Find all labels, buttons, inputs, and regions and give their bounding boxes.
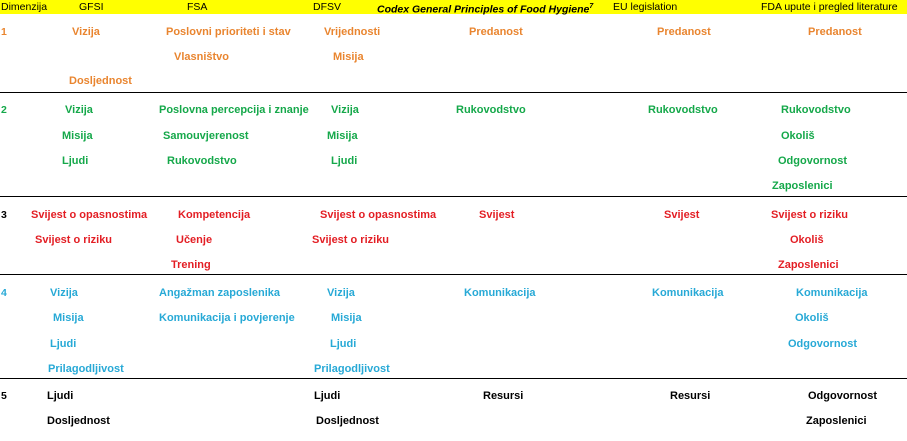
cell-fsa: Kompetencija [178,209,251,221]
cell-dfsv: Svijest o riziku [312,234,390,246]
cell-fda: Rukovodstvo [781,104,851,116]
cell-dfsv: Prilagodljivost [314,363,390,375]
row-separator [0,274,907,275]
cell-fsa: Rukovodstvo [167,155,237,167]
cell-gfsi: Ljudi [62,155,89,167]
cell-dfsv: Vizija [327,287,355,299]
header-dimenzija: Dimenzija [1,1,48,13]
cell-fda: Odgovornost [808,390,878,402]
cell-dfsv: Misija [327,130,358,142]
row-separator [0,92,907,93]
cell-fsa: Komunikacija i povjerenje [159,312,295,324]
header-fsa: FSA [187,1,208,13]
dimension-number: 2 [1,104,7,116]
row-separator [0,378,907,379]
cell-fda: Predanost [808,26,862,38]
cell-dfsv: Misija [333,51,364,63]
dimension-number: 1 [1,26,7,38]
cell-codex: Rukovodstvo [456,104,526,116]
cell-dfsv: Dosljednost [316,415,379,427]
cell-gfsi: Misija [62,130,93,142]
cell-codex: Resursi [483,390,524,402]
dimension-number: 5 [1,390,7,402]
header-codex: Codex General Principles of Food Hygiene… [377,1,593,16]
cell-fsa: Poslovni prioriteti i stav [166,26,291,38]
cell-dfsv: Ljudi [331,155,358,167]
cell-fsa: Samouvjerenost [163,130,249,142]
cell-eu: Svijest [664,209,700,221]
cell-fda: Okoliš [795,312,829,324]
cell-fda: Zaposlenici [772,180,833,192]
cell-fda: Zaposlenici [806,415,867,427]
cell-gfsi: Dosljednost [47,415,110,427]
cell-dfsv: Ljudi [314,390,341,402]
header-dfsv: DFSV [313,1,342,13]
cell-gfsi: Prilagodljivost [48,363,124,375]
cell-dfsv: Ljudi [330,338,357,350]
header-codex-text: Codex General Principles of Food Hygiene [377,3,590,16]
cell-gfsi: Vizija [65,104,93,116]
cell-gfsi: Vizija [50,287,78,299]
cell-dfsv: Svijest o opasnostima [320,209,437,221]
cell-gfsi: Misija [53,312,84,324]
cell-dfsv: Vizija [331,104,359,116]
cell-gfsi: Svijest o riziku [35,234,113,246]
cell-fsa: Poslovna percepcija i znanje [159,104,309,116]
cell-fda: Okoliš [781,130,815,142]
cell-codex: Svijest [479,209,515,221]
header-fda: FDA upute i pregled literature [761,1,898,13]
cell-gfsi: Vizija [72,26,100,38]
cell-dfsv: Misija [331,312,362,324]
cell-fsa: Trening [171,259,211,271]
dimension-number: 4 [1,287,7,299]
cell-eu: Rukovodstvo [648,104,718,116]
cell-fda: Odgovornost [778,155,848,167]
cell-fsa: Vlasništvo [174,51,230,63]
cell-dfsv: Vrijednosti [324,26,381,38]
cell-fda: Zaposlenici [778,259,839,271]
row-separator [0,196,907,197]
cell-codex: Komunikacija [464,287,536,299]
cell-gfsi: Ljudi [47,390,74,402]
header-bar [0,0,907,14]
cell-fda: Svijest o riziku [771,209,849,221]
header-eu: EU legislation [613,1,678,13]
header-gfsi: GFSI [79,1,104,13]
cell-fda: Odgovornost [788,338,858,350]
cell-gfsi: Svijest o opasnostima [31,209,148,221]
cell-fda: Komunikacija [796,287,868,299]
cell-gfsi: Ljudi [50,338,77,350]
cell-fsa: Angažman zaposlenika [159,287,281,299]
cell-codex: Predanost [469,26,523,38]
cell-eu: Resursi [670,390,711,402]
cell-fsa: Učenje [176,234,213,246]
cell-fda: Okoliš [790,234,824,246]
cell-eu: Predanost [657,26,711,38]
cell-gfsi: Dosljednost [69,75,132,87]
dimension-number: 3 [1,209,7,221]
header-codex-sup: 7 [589,3,594,10]
cell-eu: Komunikacija [652,287,724,299]
